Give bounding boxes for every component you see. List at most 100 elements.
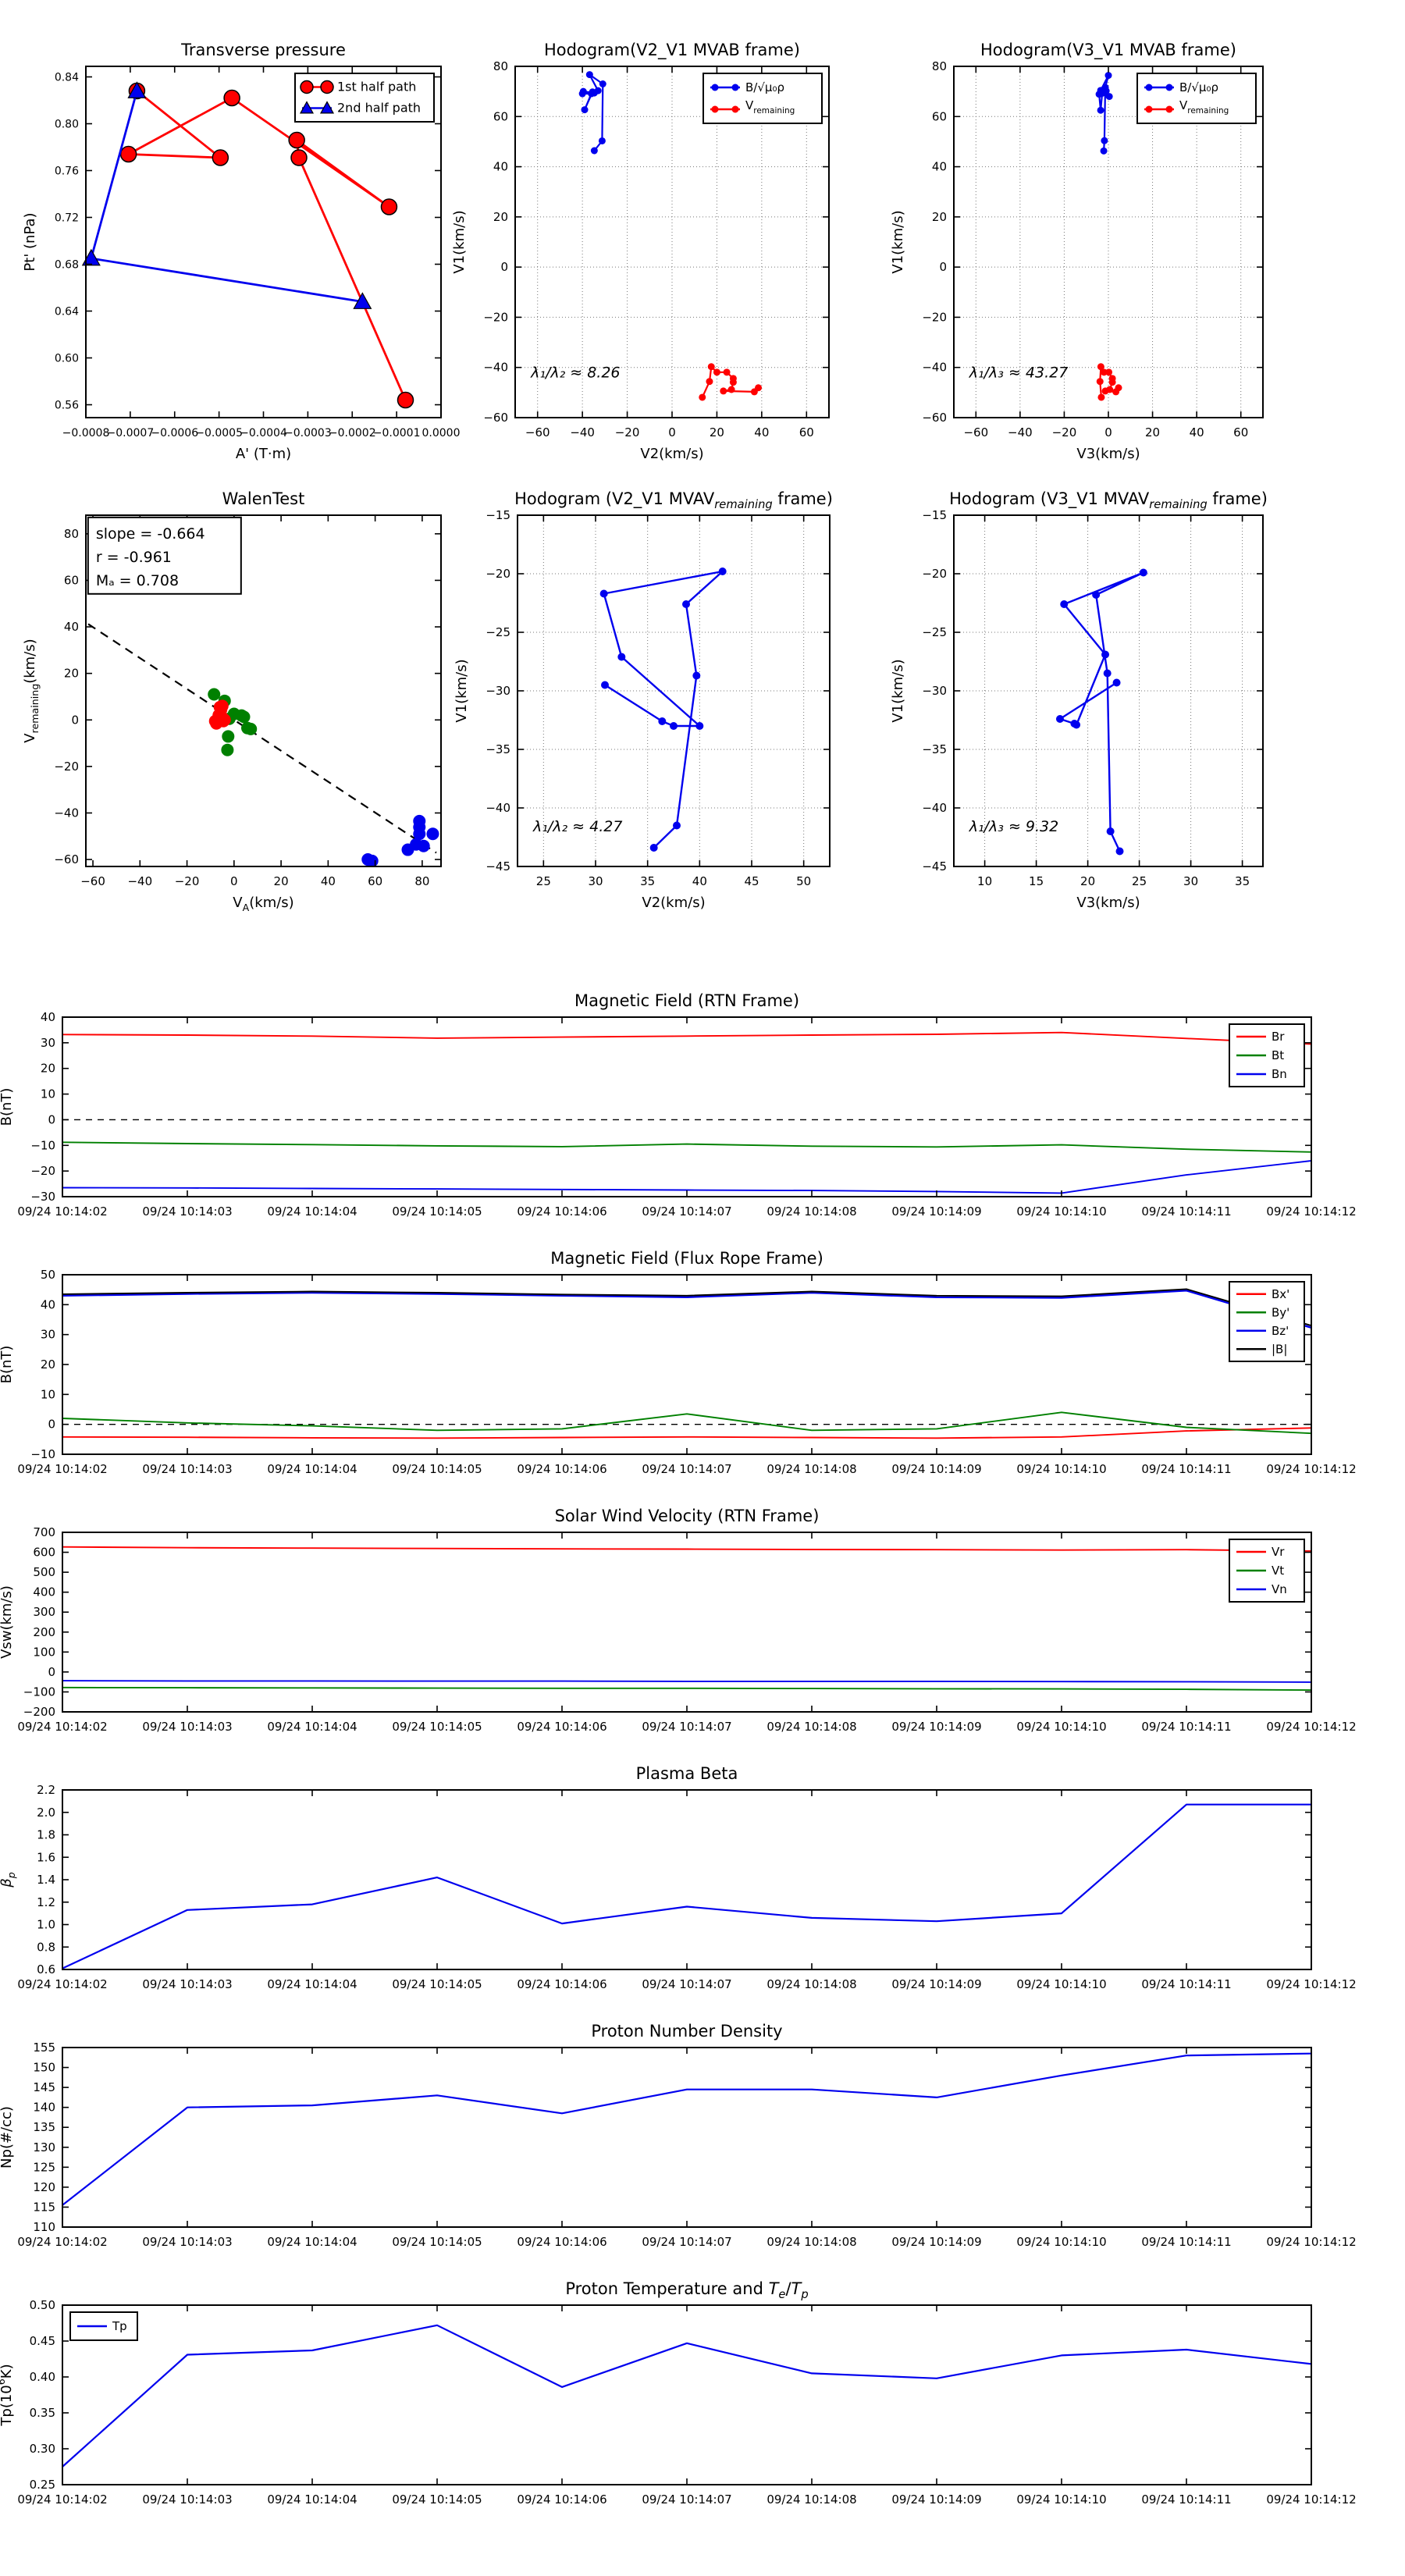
chart-hodogram-v3v1-mvav: 10 15 20 25 30 35 −45 −40 −35 −30 −25 −20 −15Hodogra… — [890, 489, 1268, 911]
stats-box — [87, 516, 242, 595]
y-tick-label: 0.6 — [37, 1962, 55, 1976]
series-line-1 — [62, 1686, 1312, 1692]
data-point-marker — [1115, 847, 1124, 856]
y-tick-label: 80 — [64, 527, 79, 541]
series-line-2 — [62, 1290, 1312, 1329]
x-tick-label: 09/24 10:14:03 — [142, 1204, 232, 1219]
y-tick-label: 0.64 — [55, 306, 79, 318]
y-tick-label: 110 — [33, 2220, 55, 2234]
x-tick-label: 09/24 10:14:09 — [891, 1462, 981, 1476]
data-point-marker — [1105, 93, 1113, 101]
data-point-marker — [320, 80, 334, 94]
y-tick-label: −25 — [486, 625, 510, 639]
y-tick-label: 1.0 — [37, 1918, 55, 1932]
data-point-marker — [711, 105, 719, 113]
y-tick-label: 60 — [932, 109, 947, 123]
y-tick-label: −40 — [486, 801, 510, 815]
x-tick-label: 09/24 10:14:11 — [1141, 1462, 1231, 1476]
legend-label: Vn — [1272, 1582, 1287, 1596]
y-tick-label: −60 — [483, 411, 508, 425]
series-line-0 — [62, 1031, 1312, 1045]
series-line-1 — [62, 1411, 1312, 1435]
chart-title: Proton Number Density — [591, 2022, 782, 2041]
x-tick-label: −40 — [1008, 425, 1033, 439]
y-tick-label: 135 — [33, 2120, 55, 2134]
y-axis-label: V1(km/s) — [451, 210, 468, 273]
x-tick-label: −60 — [525, 425, 550, 439]
y-tick-label: 155 — [33, 2041, 55, 2055]
x-tick-label: 09/24 10:14:07 — [642, 1977, 731, 1991]
data-point-marker — [1112, 678, 1121, 687]
legend-label: B/√μ₀ρ — [1179, 80, 1218, 94]
data-point-marker — [1097, 363, 1104, 371]
x-tick-label: 09/24 10:14:06 — [517, 1462, 606, 1476]
y-tick-label: −15 — [486, 508, 510, 522]
x-tick-label: 09/24 10:14:07 — [642, 1720, 731, 1734]
data-point-marker — [599, 80, 606, 87]
legend-label: Vremaining — [1179, 98, 1229, 116]
data-point-marker — [670, 722, 678, 730]
data-point-marker — [1145, 105, 1153, 113]
x-tick-label: 09/24 10:14:03 — [142, 2492, 232, 2507]
series-line-3 — [62, 1288, 1312, 1327]
stats-line: slope = -0.664 — [96, 525, 205, 543]
annotation-text: λ₁/λ₂ ≈ 8.26 — [530, 364, 620, 381]
chart-hodogram-v3v1-mvab: −60 −40 −20 0 20 40 60 −60 −40 −20 0 20 40 60 80 Hodogr… — [890, 41, 1264, 462]
x-tick-label: 09/24 10:14:02 — [17, 1204, 107, 1219]
x-tick-label: 60 — [1233, 425, 1248, 439]
axes-frame — [62, 1532, 1312, 1713]
chart-title: Hodogram(V2_V1 MVAB frame) — [544, 41, 800, 60]
data-point-marker — [212, 149, 229, 166]
series-line-0 — [62, 1803, 1311, 1969]
x-tick-label: 30 — [588, 874, 603, 888]
y-axis-label: B(nT) — [0, 1346, 15, 1384]
y-tick-label: 40 — [64, 620, 79, 634]
data-point-marker — [119, 145, 137, 163]
x-tick-label: 15 — [1029, 874, 1044, 888]
chart-solar-wind-velocity: 09/24 10:14:02 09/24 10:14:03 09/24 10:14:… — [0, 1507, 1357, 1734]
x-tick-label: 09/24 10:14:07 — [642, 2235, 731, 2249]
y-tick-label: −35 — [922, 742, 947, 756]
x-tick-label: 09/24 10:14:02 — [17, 1462, 107, 1476]
y-tick-label: 0 — [48, 1112, 55, 1126]
y-tick-label: 20 — [64, 667, 79, 681]
x-tick-label: 09/24 10:14:08 — [767, 1977, 856, 1991]
y-tick-label: 40 — [932, 160, 947, 174]
x-tick-label: 09/24 10:14:10 — [1016, 1720, 1106, 1734]
y-tick-label: 20 — [41, 1062, 55, 1076]
chart-title: Magnetic Field (RTN Frame) — [574, 991, 799, 1010]
y-tick-label: −45 — [486, 859, 510, 873]
x-tick-label: 09/24 10:14:11 — [1141, 1204, 1231, 1219]
x-tick-label: 09/24 10:14:02 — [17, 1977, 107, 1991]
data-point-marker — [1055, 715, 1064, 723]
x-tick-label: 09/24 10:14:05 — [392, 1204, 482, 1219]
legend-label: By' — [1272, 1305, 1289, 1319]
x-tick-label: 0 — [668, 425, 676, 439]
y-axis-label: B(nT) — [0, 1088, 15, 1126]
y-tick-label: 120 — [33, 2180, 55, 2194]
data-point-marker — [711, 84, 719, 91]
y-axis-label: Vremaining(km/s) — [22, 639, 41, 742]
x-axis-label: V3(km/s) — [1076, 446, 1140, 462]
data-point-marker — [1100, 147, 1108, 155]
data-point-marker — [682, 600, 690, 608]
data-point-marker — [221, 743, 234, 756]
chart-title: WalenTest — [222, 489, 305, 508]
x-tick-label: −0.0005 — [195, 427, 243, 439]
x-tick-label: 09/24 10:14:05 — [392, 1720, 482, 1734]
x-tick-label: 09/24 10:14:03 — [142, 1720, 232, 1734]
data-point-marker — [288, 131, 305, 149]
data-point-marker — [1060, 600, 1069, 608]
stats-line: r = -0.961 — [96, 549, 172, 566]
data-point-marker — [1101, 137, 1108, 144]
chart-proton-number-density: 09/24 10:14:02 09/24 10:14:03 09/24 10:14:… — [0, 2022, 1357, 2249]
x-tick-label: 40 — [321, 874, 336, 888]
y-tick-label: 0.68 — [55, 259, 79, 272]
x-tick-label: 09/24 10:14:11 — [1141, 2492, 1231, 2507]
x-tick-label: 09/24 10:14:07 — [642, 1204, 731, 1219]
data-point-marker — [237, 710, 251, 724]
x-tick-label: 09/24 10:14:08 — [767, 2492, 856, 2507]
data-point-marker — [706, 378, 713, 386]
chart-title: Hodogram(V3_V1 MVAB frame) — [980, 41, 1236, 60]
